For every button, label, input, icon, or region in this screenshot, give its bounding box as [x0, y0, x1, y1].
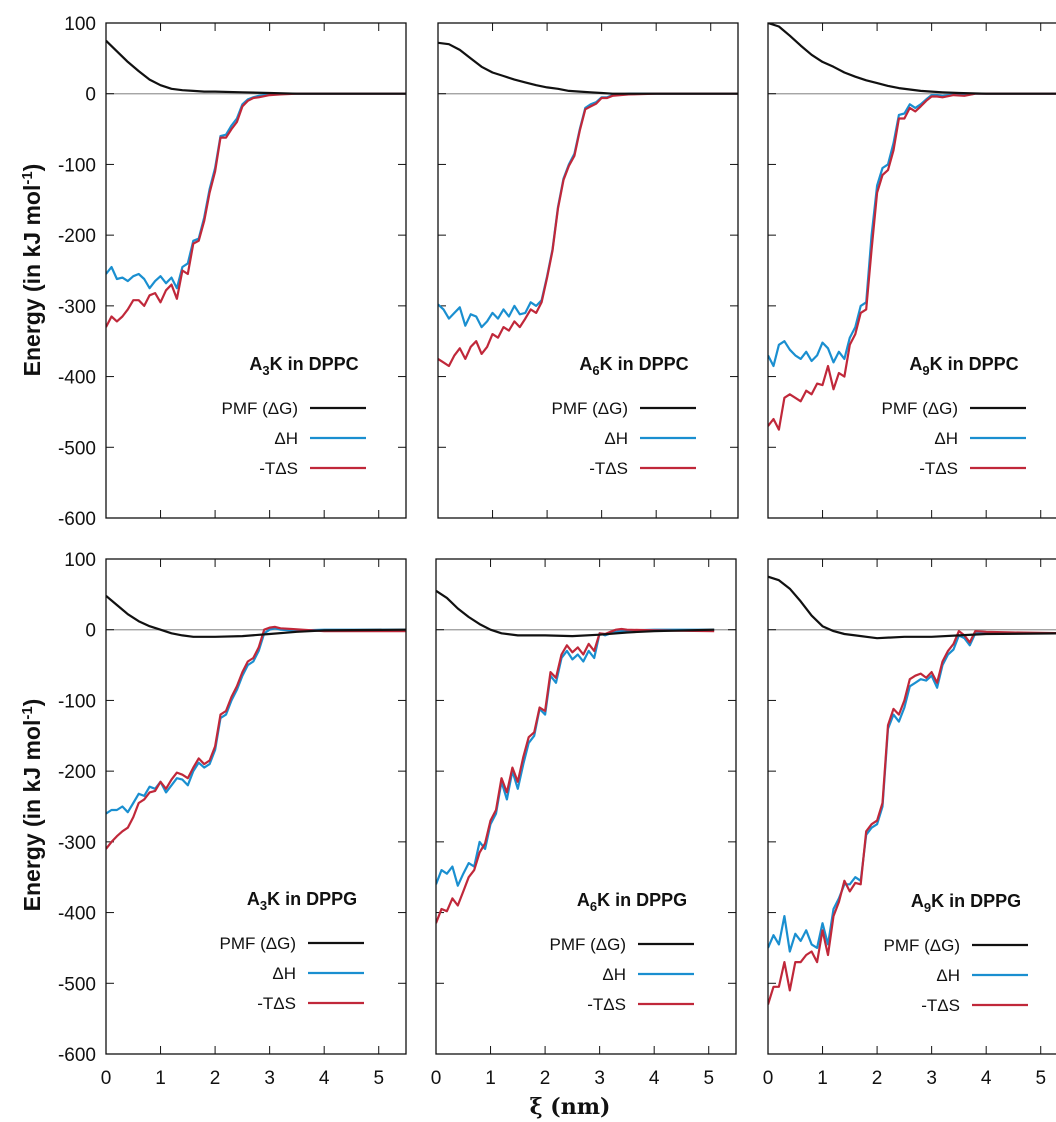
y-tick-label: -500	[58, 974, 96, 995]
x-tick-label: 2	[210, 1068, 221, 1089]
x-tick-label: 3	[594, 1068, 605, 1089]
legend-label-pmf: PMF (ΔG)	[881, 399, 958, 418]
panel-title: A6K in DPPC	[579, 354, 688, 378]
panel-1: 100 0 -100 -200 -300 -400 -500 -600 A3K in DPPC P…	[58, 14, 407, 530]
y-tick-label: -400	[58, 904, 96, 925]
legend-label-pmf: PMF (ΔG)	[549, 935, 626, 954]
x-tick-label: 3	[926, 1068, 937, 1089]
x-tick-label: 5	[703, 1068, 714, 1089]
series-line-tds	[106, 92, 406, 328]
panel-title: A3K in DPPG	[247, 889, 357, 913]
legend-label-dh: ΔH	[936, 966, 960, 985]
plot-frame	[767, 558, 1056, 1055]
x-tick-label: 0	[101, 1068, 112, 1089]
x-tick-label: 1	[485, 1068, 496, 1089]
y-tick-label: -200	[58, 762, 96, 783]
series-line-dh	[106, 92, 406, 290]
y-tick-label: -300	[58, 833, 96, 854]
series-line-tds	[106, 625, 406, 850]
series-line-pmf	[436, 589, 715, 638]
legend-label-tds: -TΔS	[587, 995, 626, 1014]
y-tick-label: 0	[85, 621, 96, 642]
series-line-pmf	[106, 39, 406, 95]
y-tick-label: -100	[58, 691, 96, 712]
plot-frame	[435, 558, 737, 1055]
panel-5: 0 1 2 3 4 5 A6K in DPPG PMF (ΔG) ΔH -TΔS	[431, 558, 737, 1089]
series-line-pmf	[768, 575, 1056, 640]
series-line-dh	[436, 628, 715, 887]
legend-label-tds: -TΔS	[919, 459, 958, 478]
y-tick-label: 100	[64, 14, 96, 35]
x-tick-label: 3	[264, 1068, 275, 1089]
y-tick-label: -600	[58, 509, 96, 530]
y-tick-label: -500	[58, 438, 96, 459]
y-tick-label: 100	[64, 550, 96, 571]
y-axis-label-bottom: Energy (in kJ mol-1)	[19, 699, 45, 912]
x-tick-label: 4	[649, 1068, 660, 1089]
plot-frame	[437, 22, 739, 519]
panel-title: A6K in DPPG	[577, 890, 687, 914]
series-line-tds	[438, 92, 738, 368]
plot-frame	[105, 22, 407, 519]
legend-label-dh: ΔH	[272, 964, 296, 983]
panel-title: A9K in DPPG	[911, 891, 1021, 915]
x-tick-label: 4	[981, 1068, 992, 1089]
x-tick-label: 5	[373, 1068, 384, 1089]
x-tick-label: 2	[540, 1068, 551, 1089]
legend-label-pmf: PMF (ΔG)	[883, 936, 960, 955]
x-tick-label: 1	[155, 1068, 166, 1089]
series-line-dh	[768, 92, 1056, 368]
series-line-pmf	[106, 594, 406, 638]
legend-label-tds: -TΔS	[589, 459, 628, 478]
y-tick-label: -200	[58, 226, 96, 247]
legend-label-pmf: PMF (ΔG)	[221, 399, 298, 418]
series-line-dh	[438, 92, 738, 329]
panel-title: A9K in DPPC	[909, 354, 1018, 378]
series-line-pmf	[438, 41, 738, 95]
legend-label-pmf: PMF (ΔG)	[551, 399, 628, 418]
legend-label-dh: ΔH	[274, 429, 298, 448]
legend-label-tds: -TΔS	[259, 459, 298, 478]
x-tick-label: 0	[763, 1068, 774, 1089]
plot-frame	[767, 22, 1056, 519]
x-axis-label: ξ (nm)	[530, 1094, 611, 1120]
legend-label-dh: ΔH	[934, 429, 958, 448]
legend-label-pmf: PMF (ΔG)	[219, 934, 296, 953]
panel-3: A9K in DPPC PMF (ΔG) ΔH -TΔS	[767, 22, 1056, 519]
y-tick-label: -300	[58, 297, 96, 318]
y-tick-label: -600	[58, 1045, 96, 1066]
x-tick-label: 1	[817, 1068, 828, 1089]
x-tick-label: 4	[319, 1068, 330, 1089]
y-tick-label: 0	[85, 85, 96, 106]
series-line-pmf	[768, 23, 1056, 95]
series-line-dh	[106, 627, 406, 815]
panel-6: 0 1 2 3 4 5 A9K in DPPG PMF (ΔG) ΔH -TΔS	[763, 558, 1056, 1089]
plot-frame	[105, 558, 407, 1055]
y-tick-label: -400	[58, 368, 96, 389]
x-tick-label: 2	[872, 1068, 883, 1089]
y-tick-label: -100	[58, 155, 96, 176]
legend-label-dh: ΔH	[604, 429, 628, 448]
panel-title: A3K in DPPC	[249, 354, 358, 378]
x-tick-label: 0	[431, 1068, 442, 1089]
legend-label-dh: ΔH	[602, 965, 626, 984]
series-line-tds	[768, 92, 1056, 431]
series-line-tds	[436, 627, 715, 924]
legend-label-tds: -TΔS	[257, 994, 296, 1013]
panel-2: A6K in DPPC PMF (ΔG) ΔH -TΔS	[437, 22, 739, 519]
legend-label-tds: -TΔS	[921, 996, 960, 1015]
x-tick-label: 5	[1035, 1068, 1046, 1089]
series-line-tds	[768, 629, 1056, 1005]
y-axis-label-top: Energy (in kJ mol-1)	[19, 164, 45, 377]
